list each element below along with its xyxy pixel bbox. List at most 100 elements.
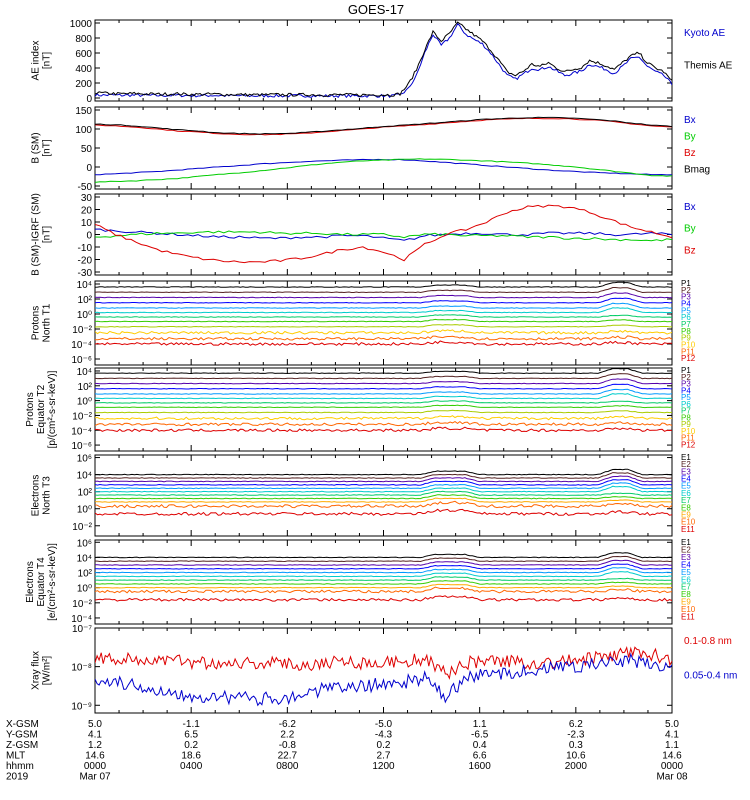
legend-entry: Themis AE [684, 61, 733, 72]
y-axis-label: [nT] [42, 226, 53, 243]
axis-row-value: 1.1 [473, 719, 487, 730]
y-tick-label: 10² [78, 569, 93, 580]
channel-line-3 [95, 292, 672, 299]
channel-label: E7 [681, 496, 691, 505]
y-tick-label: 0 [86, 163, 92, 174]
y-axis-label: [nT] [42, 52, 53, 69]
y-tick-label: -20 [78, 256, 93, 267]
legend-entry: 0.1-0.8 nm [684, 636, 732, 647]
channel-label: P6 [681, 400, 691, 409]
channel-line-3 [95, 559, 672, 566]
y-axis-label: [nT] [42, 139, 53, 156]
panel-data [95, 645, 672, 707]
channel-line-12 [95, 426, 672, 433]
y-axis-label: B (SM) [31, 132, 42, 163]
channel-line-4 [95, 479, 672, 486]
channel-line-3 [95, 378, 672, 385]
channel-line-9 [95, 497, 672, 503]
y-tick-label: 10⁰ [77, 397, 92, 408]
axis-row-value: 0800 [276, 761, 299, 772]
panel-frame [94, 539, 673, 625]
y-axis-label: Electrons [31, 475, 42, 517]
channel-label: P12 [681, 440, 696, 449]
axis-row-value: Mar 08 [656, 772, 688, 783]
y-tick-label: -10 [78, 243, 93, 254]
y-tick-label: 10⁻⁴ [71, 426, 92, 437]
y-tick-label: 0 [86, 231, 92, 242]
channel-line-10 [95, 329, 672, 335]
channel-label: E2 [681, 545, 691, 554]
axis-row-value: 14.6 [662, 751, 682, 762]
channel-line-10 [95, 415, 672, 421]
axis-row-label: 2019 [6, 772, 29, 783]
y-tick-label: 10⁴ [77, 280, 92, 291]
channel-label: P6 [681, 313, 691, 322]
series-line-1 [95, 230, 672, 242]
axis-row-label: X-GSM [6, 719, 39, 730]
channel-line-2 [95, 555, 672, 563]
y-axis-label: [W/m²] [42, 656, 53, 686]
panel-2: B (SM) [nT] 150 100 50 0 -50 Bx By Bz Bmag [31, 106, 711, 193]
channel-label: E10 [681, 605, 696, 614]
channel-label: E1 [681, 538, 691, 547]
panel-data [95, 552, 672, 602]
channel-line-5 [95, 302, 672, 309]
channel-label: P2 [681, 286, 691, 295]
panel-data [95, 204, 672, 264]
panel-frame [94, 367, 673, 452]
series-line-1 [95, 158, 672, 183]
y-tick-label: 150 [75, 106, 92, 117]
channel-line-1 [95, 368, 672, 375]
channel-line-10 [95, 586, 672, 594]
channel-line-2 [95, 373, 672, 380]
channel-line-8 [95, 580, 672, 585]
panel-8: Xray flux [W/m²] 10⁻⁷ 10⁻⁸ 10⁻⁹ 0.1-0.8 nm 0.0… [31, 624, 737, 714]
channel-label: E1 [681, 453, 691, 462]
y-tick-label: 10⁻⁹ [71, 701, 92, 712]
y-tick-label: 10⁻² [72, 325, 92, 336]
axis-row-value: 6.5 [184, 730, 198, 741]
axis-row-value: 5.0 [665, 719, 679, 730]
channel-line-9 [95, 583, 672, 589]
channel-label: P4 [681, 386, 691, 395]
panel-data [95, 281, 672, 346]
channel-line-2 [95, 287, 672, 294]
channel-label: P11 [681, 347, 695, 356]
y-axis-label: North T1 [42, 303, 53, 342]
series-line-1 [95, 652, 672, 707]
y-tick-label: 10⁻⁴ [71, 340, 92, 351]
panel-data [95, 116, 672, 183]
y-tick-label: 10⁴ [77, 471, 92, 482]
axis-row-value: 0.2 [184, 740, 198, 751]
legend-entry: By [684, 132, 696, 143]
axis-row-value: 4.1 [665, 730, 679, 741]
channel-label: E8 [681, 590, 691, 599]
series-line-3 [95, 116, 672, 135]
channel-label: P5 [681, 306, 691, 315]
axis-row-value: 0000 [661, 761, 684, 772]
channel-line-11 [95, 595, 672, 602]
channel-label: P8 [681, 327, 691, 336]
channel-line-4 [95, 297, 672, 304]
channel-label: E7 [681, 583, 691, 592]
channel-line-8 [95, 404, 672, 409]
y-axis-label: Equator T4 [36, 557, 47, 607]
panel-data [95, 21, 672, 99]
y-tick-label: 50 [81, 144, 93, 155]
channel-line-10 [95, 500, 672, 509]
series-line-2 [95, 204, 672, 264]
channel-line-11 [95, 508, 672, 516]
axis-row-value: 14.6 [85, 751, 105, 762]
channel-line-1 [95, 552, 672, 559]
channel-line-4 [95, 563, 672, 570]
axis-row-value: -2.3 [567, 730, 585, 741]
y-tick-label: -50 [78, 182, 93, 193]
legend-entry: 0.05-0.4 nm [684, 671, 737, 682]
axis-row-value: 2.7 [377, 751, 391, 762]
channel-label: P8 [681, 413, 691, 422]
y-tick-label: 10⁻² [72, 522, 92, 533]
channel-label: P9 [681, 334, 691, 343]
